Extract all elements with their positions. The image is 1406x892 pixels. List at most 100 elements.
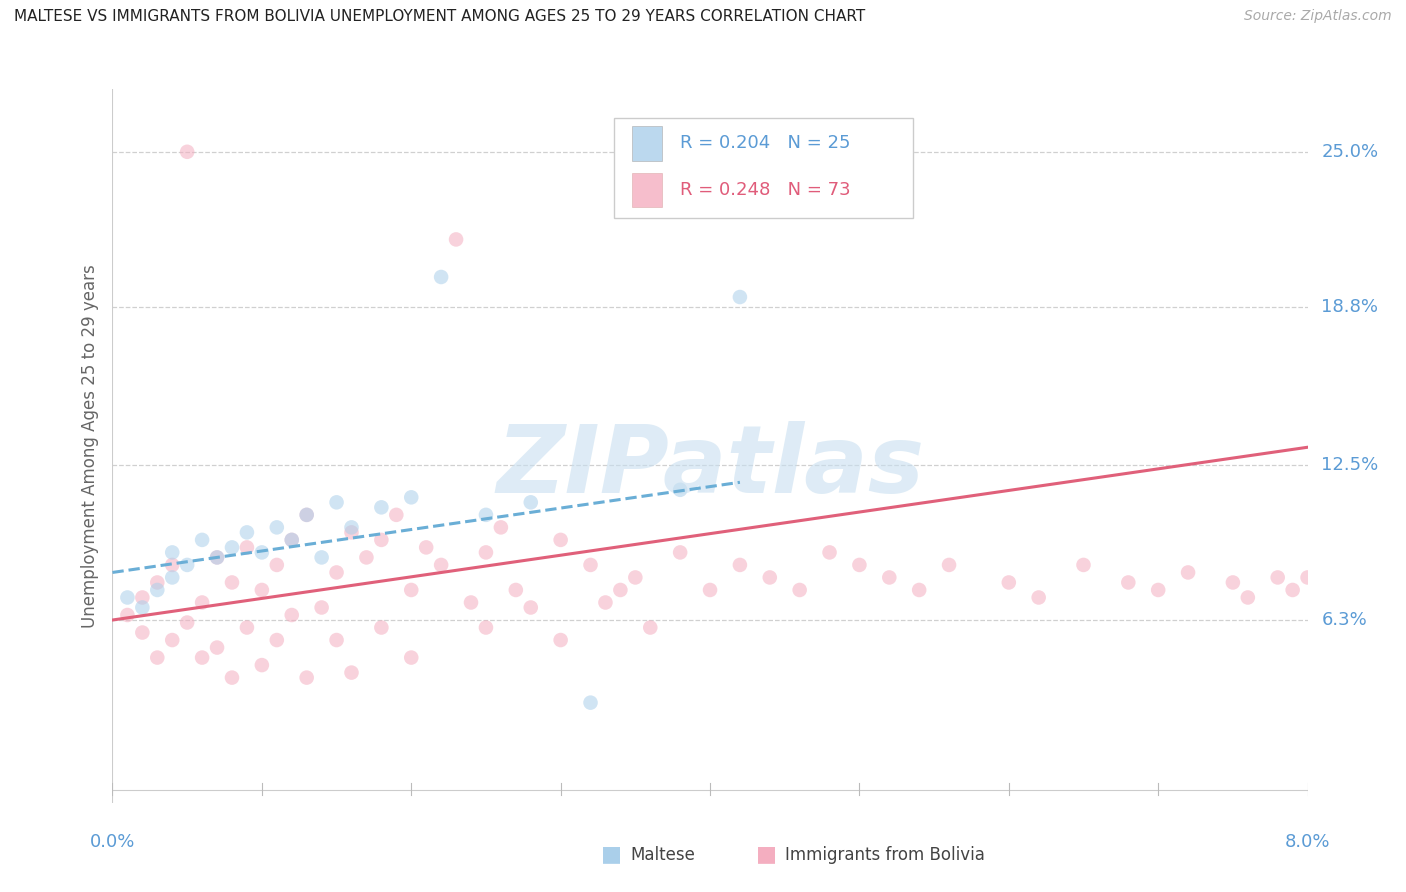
Point	[938, 558, 960, 572]
Point	[1267, 570, 1289, 584]
Point	[311, 600, 333, 615]
Point	[401, 491, 423, 505]
Point	[789, 582, 811, 597]
Point	[191, 595, 214, 609]
Point	[609, 582, 631, 597]
Point	[579, 696, 602, 710]
Text: Immigrants from Bolivia: Immigrants from Bolivia	[785, 846, 984, 863]
Point	[162, 633, 183, 648]
Point	[1222, 575, 1244, 590]
Point	[250, 658, 273, 673]
Y-axis label: Unemployment Among Ages 25 to 29 years: Unemployment Among Ages 25 to 29 years	[80, 264, 98, 628]
Point	[266, 558, 288, 572]
Point	[505, 582, 527, 597]
Point	[176, 615, 198, 630]
Point	[221, 671, 243, 685]
Point	[370, 500, 392, 515]
FancyBboxPatch shape	[614, 118, 914, 218]
Point	[162, 570, 183, 584]
Point	[146, 650, 169, 665]
Text: 25.0%: 25.0%	[1322, 143, 1379, 161]
Text: R = 0.248   N = 73: R = 0.248 N = 73	[681, 181, 851, 199]
Text: Maltese: Maltese	[630, 846, 695, 863]
Point	[250, 582, 273, 597]
Point	[401, 650, 423, 665]
Point	[176, 145, 198, 159]
Point	[356, 550, 378, 565]
Text: Source: ZipAtlas.com: Source: ZipAtlas.com	[1244, 9, 1392, 23]
Point	[191, 533, 214, 547]
Point	[475, 508, 498, 522]
Point	[340, 525, 363, 540]
Point	[325, 566, 347, 580]
Point	[1116, 575, 1139, 590]
Point	[550, 633, 572, 648]
Point	[401, 582, 423, 597]
Point	[848, 558, 870, 572]
Bar	[633, 173, 662, 207]
Point	[131, 591, 153, 605]
Point	[205, 550, 228, 565]
Point	[281, 607, 304, 622]
Point	[236, 525, 259, 540]
Point	[1028, 591, 1050, 605]
Point	[444, 232, 467, 246]
Point	[550, 533, 572, 547]
Point	[699, 582, 721, 597]
Point	[266, 633, 288, 648]
Point	[415, 541, 437, 555]
Text: R = 0.204   N = 25: R = 0.204 N = 25	[681, 135, 851, 153]
Point	[236, 541, 259, 555]
Point	[385, 508, 408, 522]
Point	[1281, 582, 1303, 597]
Point	[595, 595, 617, 609]
Point	[266, 520, 288, 534]
Point	[997, 575, 1019, 590]
Point	[281, 533, 304, 547]
Point	[205, 640, 228, 655]
Point	[624, 570, 647, 584]
Point	[295, 508, 318, 522]
Point	[131, 600, 153, 615]
Point	[520, 495, 543, 509]
Point	[1073, 558, 1095, 572]
Point	[1237, 591, 1260, 605]
Point	[758, 570, 780, 584]
Text: 18.8%: 18.8%	[1322, 298, 1378, 316]
Point	[131, 625, 153, 640]
Point	[669, 545, 692, 559]
Point	[430, 558, 453, 572]
Bar	[633, 127, 662, 161]
Point	[221, 575, 243, 590]
Point	[236, 621, 259, 635]
Text: 12.5%: 12.5%	[1322, 456, 1379, 474]
Point	[221, 541, 243, 555]
Point	[250, 545, 273, 559]
Point	[1177, 566, 1199, 580]
Point	[311, 550, 333, 565]
Point	[818, 545, 841, 559]
Point	[520, 600, 543, 615]
Text: ZIPatlas: ZIPatlas	[496, 421, 924, 514]
Text: ■: ■	[602, 845, 621, 864]
Point	[370, 533, 392, 547]
Point	[146, 582, 169, 597]
Point	[460, 595, 482, 609]
Point	[117, 591, 139, 605]
Point	[205, 550, 228, 565]
Text: 8.0%: 8.0%	[1285, 833, 1330, 851]
Point	[908, 582, 931, 597]
Point	[191, 650, 214, 665]
Point	[162, 558, 183, 572]
Text: ■: ■	[756, 845, 776, 864]
Point	[475, 621, 498, 635]
Point	[325, 495, 347, 509]
Point	[370, 621, 392, 635]
Text: MALTESE VS IMMIGRANTS FROM BOLIVIA UNEMPLOYMENT AMONG AGES 25 TO 29 YEARS CORREL: MALTESE VS IMMIGRANTS FROM BOLIVIA UNEMP…	[14, 9, 865, 24]
Point	[728, 290, 751, 304]
Point	[475, 545, 498, 559]
Point	[340, 520, 363, 534]
Point	[1147, 582, 1170, 597]
Point	[638, 621, 661, 635]
Point	[579, 558, 602, 572]
